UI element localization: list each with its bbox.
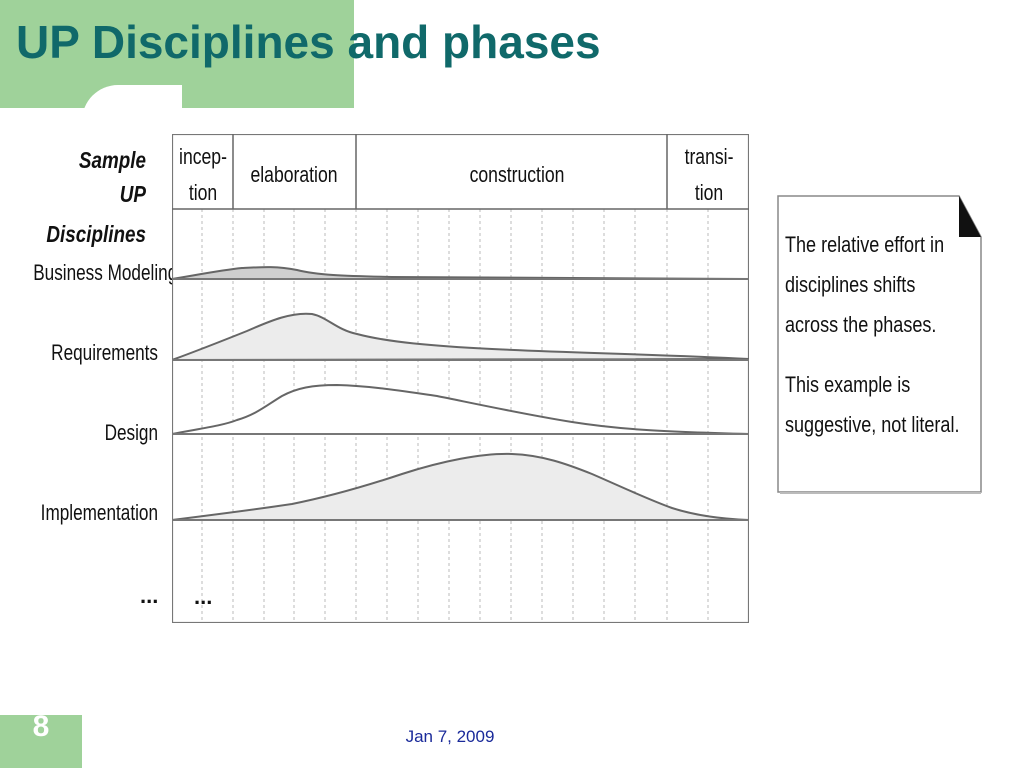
- sticky-note: [777, 195, 982, 494]
- note-folded-corner: [959, 196, 981, 237]
- discipline-label-design: Design: [104, 420, 158, 445]
- slide-number-background: [0, 715, 82, 768]
- note-line: across the phases.: [785, 312, 937, 337]
- discipline-label-implementation: Implementation: [40, 500, 158, 525]
- title-background-curve: [82, 85, 182, 145]
- discipline-label-more: ...: [140, 583, 159, 608]
- phase-label-transition: transi-tion: [685, 145, 734, 205]
- discipline-label-business-modeling: Business Modeling: [33, 260, 178, 285]
- note-text: The relative effort in disciplines shift…: [785, 225, 960, 445]
- diagram-frame: [172, 134, 749, 623]
- discipline-label-requirements: Requirements: [51, 340, 158, 365]
- footer-date: Jan 7, 2009: [405, 727, 495, 746]
- phase-label-construction: construction: [470, 163, 565, 187]
- effort-curve-design: [172, 383, 749, 435]
- note-line: suggestive, not literal.: [785, 412, 960, 437]
- phases-effort-diagram: incep-tion elaboration construction tran…: [172, 134, 749, 623]
- effort-curve-requirements: [172, 312, 749, 361]
- note-line: The relative effort in: [785, 232, 945, 257]
- effort-curve-implementation: [172, 452, 749, 521]
- effort-curve-business-modeling: [172, 266, 749, 280]
- legend-title-line-1: Sample: [78, 147, 146, 173]
- slide-number: 8: [32, 710, 50, 743]
- note-paper: [777, 195, 982, 493]
- phase-label-inception: incep-tion: [179, 145, 227, 205]
- legend-title-line-2: UP Disciplines: [46, 181, 147, 247]
- slide-title: UP Disciplines and phases: [16, 16, 601, 68]
- phase-label-elaboration: elaboration: [250, 163, 337, 187]
- note-line: This example is: [785, 372, 911, 397]
- note-line: disciplines shifts: [785, 272, 916, 297]
- disciplines-legend-title: Sample UP Disciplines: [38, 140, 146, 254]
- more-marker: ...: [194, 584, 212, 609]
